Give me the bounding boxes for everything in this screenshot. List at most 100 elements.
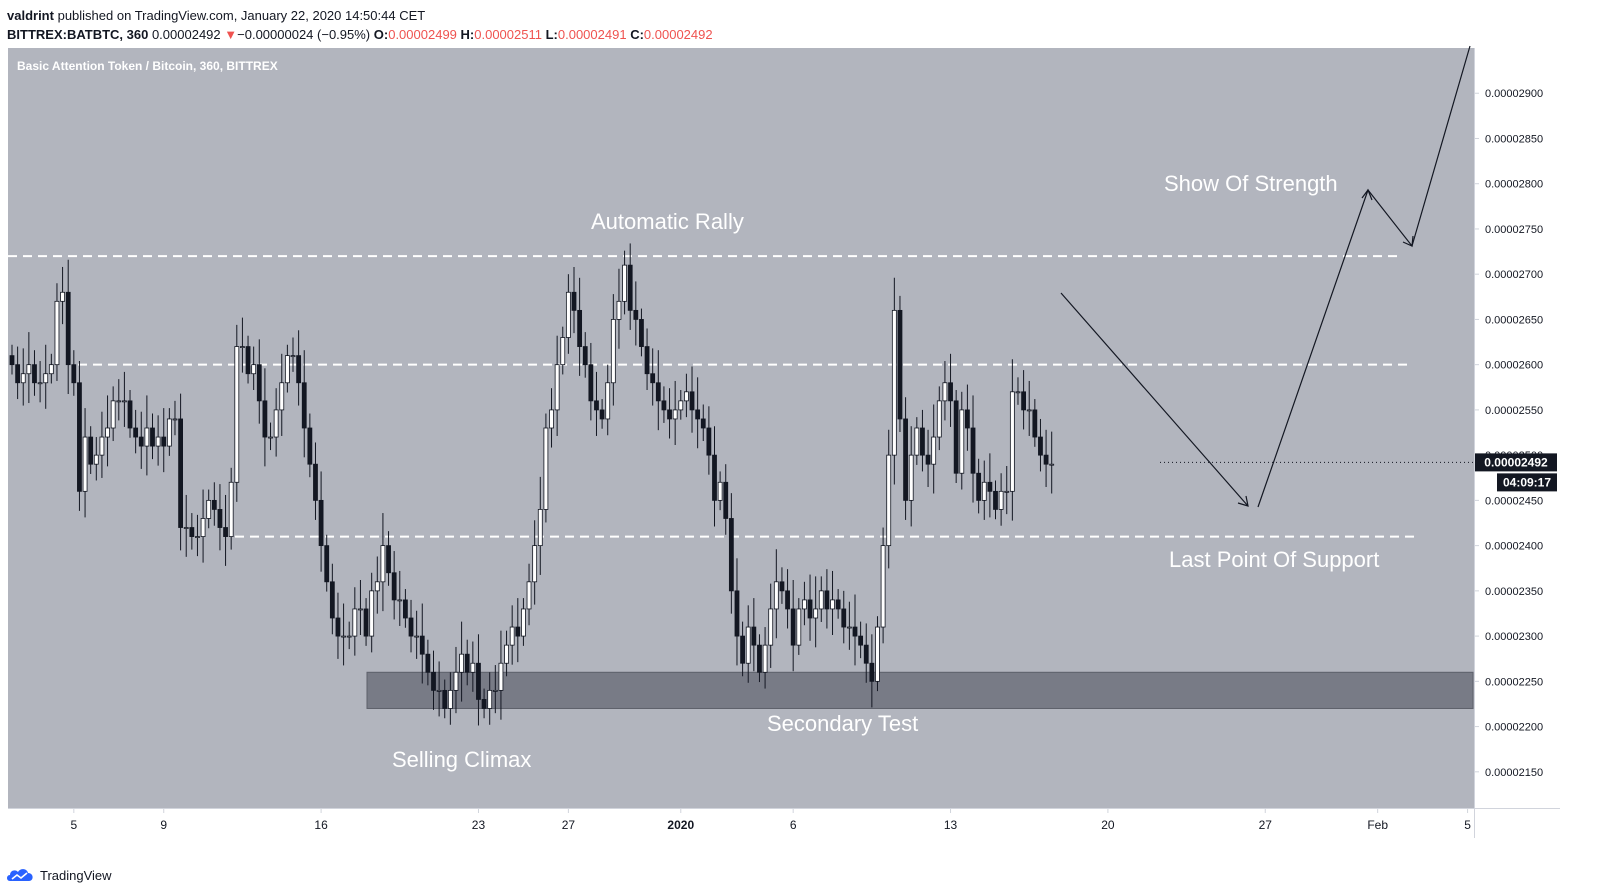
candle-up[interactable] bbox=[369, 590, 375, 637]
candle-up[interactable] bbox=[195, 536, 200, 538]
candle-up[interactable] bbox=[745, 626, 751, 664]
candle-up[interactable] bbox=[560, 337, 566, 366]
candle-up[interactable] bbox=[172, 418, 178, 421]
candle-down[interactable] bbox=[296, 355, 302, 384]
candle-up[interactable] bbox=[936, 400, 942, 438]
candle-up[interactable] bbox=[521, 608, 526, 637]
candle-up[interactable] bbox=[549, 409, 554, 429]
candle-down[interactable] bbox=[571, 291, 577, 311]
candle-up[interactable] bbox=[678, 400, 684, 411]
candle-up[interactable] bbox=[1004, 490, 1010, 493]
candle-up[interactable] bbox=[37, 382, 43, 385]
candle-up[interactable] bbox=[447, 689, 453, 709]
candle-down[interactable] bbox=[751, 626, 757, 646]
candle-down[interactable] bbox=[723, 481, 729, 519]
candle-up[interactable] bbox=[998, 490, 1004, 510]
candle-up[interactable] bbox=[228, 481, 234, 537]
price-axis[interactable] bbox=[1474, 48, 1560, 838]
candle-down[interactable] bbox=[953, 400, 959, 474]
time-axis[interactable] bbox=[8, 808, 1474, 838]
candle-down[interactable] bbox=[408, 617, 414, 637]
candle-up[interactable] bbox=[498, 662, 504, 691]
candle-down[interactable] bbox=[728, 518, 734, 592]
candle-up[interactable] bbox=[99, 436, 105, 456]
candle-down[interactable] bbox=[599, 409, 605, 420]
candle-down[interactable] bbox=[869, 662, 875, 682]
candle-down[interactable] bbox=[32, 364, 37, 384]
candle-down[interactable] bbox=[301, 382, 307, 429]
candle-up[interactable] bbox=[813, 608, 819, 619]
candle-up[interactable] bbox=[453, 671, 459, 691]
candle-up[interactable] bbox=[605, 382, 611, 420]
candle-up[interactable] bbox=[610, 319, 616, 384]
projected-rally-line[interactable] bbox=[1257, 45, 1471, 508]
candle-down[interactable] bbox=[779, 581, 785, 592]
candle-up[interactable] bbox=[880, 545, 886, 628]
candle-up[interactable] bbox=[1026, 409, 1032, 412]
candle-up[interactable] bbox=[116, 400, 122, 403]
candle-down[interactable] bbox=[329, 581, 335, 619]
candle-up[interactable] bbox=[273, 409, 279, 438]
candle-down[interactable] bbox=[594, 400, 599, 411]
candle-down[interactable] bbox=[127, 400, 133, 429]
candle-down[interactable] bbox=[655, 382, 661, 402]
candle-up[interactable] bbox=[268, 436, 273, 439]
candle-down[interactable] bbox=[307, 427, 313, 465]
candle-down[interactable] bbox=[464, 653, 470, 673]
candle-down[interactable] bbox=[700, 418, 706, 429]
candle-up[interactable] bbox=[768, 608, 774, 646]
candle-down[interactable] bbox=[313, 463, 318, 501]
candle-up[interactable] bbox=[234, 346, 240, 483]
candle-down[interactable] bbox=[217, 509, 223, 528]
candle-up[interactable] bbox=[110, 400, 116, 429]
candle-down[interactable] bbox=[824, 590, 830, 610]
tradingview-cloud-icon[interactable] bbox=[6, 867, 36, 883]
candle-up[interactable] bbox=[942, 382, 948, 402]
candle-up[interactable] bbox=[773, 581, 779, 610]
candle-up[interactable] bbox=[82, 436, 88, 492]
candle-down[interactable] bbox=[948, 382, 953, 402]
candle-down[interactable] bbox=[402, 599, 408, 619]
candle-down[interactable] bbox=[903, 418, 908, 501]
candle-up[interactable] bbox=[436, 689, 442, 692]
candle-down[interactable] bbox=[9, 355, 15, 366]
candle-down[interactable] bbox=[858, 635, 864, 646]
candle-up[interactable] bbox=[762, 644, 768, 673]
candle-down[interactable] bbox=[627, 264, 633, 311]
candle-up[interactable] bbox=[279, 382, 285, 411]
candle-up[interactable] bbox=[796, 608, 802, 646]
candle-up[interactable] bbox=[981, 481, 987, 501]
candle-up[interactable] bbox=[93, 454, 99, 465]
candle-up[interactable] bbox=[397, 599, 403, 602]
candle-down[interactable] bbox=[1038, 436, 1043, 456]
candle-up[interactable] bbox=[914, 427, 920, 456]
candle-down[interactable] bbox=[223, 527, 228, 537]
candle-down[interactable] bbox=[835, 599, 841, 610]
candle-up[interactable] bbox=[459, 653, 465, 673]
candle-up[interactable] bbox=[352, 608, 358, 637]
candle-up[interactable] bbox=[959, 409, 965, 474]
candle-up[interactable] bbox=[144, 427, 150, 447]
candle-down[interactable] bbox=[15, 364, 21, 384]
candle-up[interactable] bbox=[717, 481, 723, 501]
candle-up[interactable] bbox=[616, 300, 622, 320]
candle-down[interactable] bbox=[925, 454, 931, 465]
candle-down[interactable] bbox=[987, 481, 993, 492]
candle-up[interactable] bbox=[1049, 463, 1055, 466]
candle-down[interactable] bbox=[335, 617, 341, 637]
candle-up[interactable] bbox=[155, 436, 161, 447]
candle-down[interactable] bbox=[515, 626, 521, 637]
candle-up[interactable] bbox=[622, 264, 627, 302]
candle-up[interactable] bbox=[183, 527, 189, 529]
candle-down[interactable] bbox=[245, 346, 251, 375]
candle-down[interactable] bbox=[476, 662, 481, 700]
candle-down[interactable] bbox=[644, 346, 650, 375]
candle-up[interactable] bbox=[554, 364, 560, 411]
candle-up[interactable] bbox=[43, 373, 49, 384]
candle-up[interactable] bbox=[802, 599, 807, 610]
candle-up[interactable] bbox=[684, 391, 689, 402]
candle-down[interactable] bbox=[425, 653, 431, 673]
candle-down[interactable] bbox=[1043, 454, 1049, 465]
candle-down[interactable] bbox=[65, 291, 71, 366]
candle-down[interactable] bbox=[431, 671, 436, 691]
